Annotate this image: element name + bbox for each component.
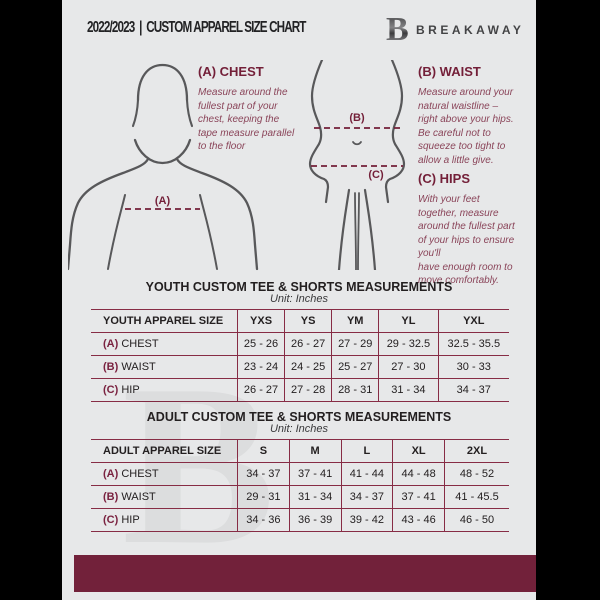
svg-text:(B): (B) [349, 112, 365, 124]
svg-text:(A): (A) [155, 195, 171, 207]
svg-text:(C): (C) [368, 169, 384, 181]
svg-text:B: B [386, 11, 408, 48]
